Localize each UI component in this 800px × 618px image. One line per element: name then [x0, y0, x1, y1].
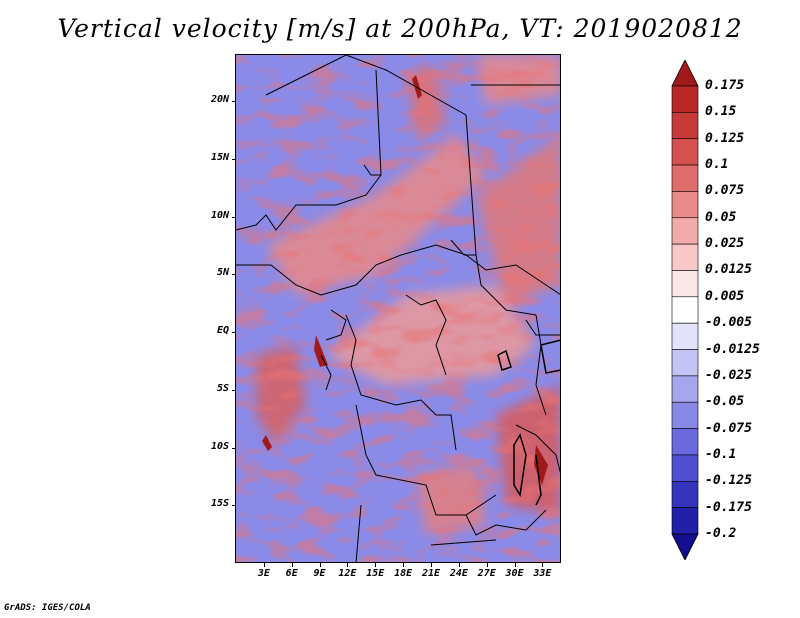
colorbar-box — [671, 507, 699, 535]
colorbar-level-label: 0.175 — [705, 78, 745, 93]
colorbar-level-label: -0.025 — [705, 367, 752, 383]
x-tick-mark — [403, 563, 405, 567]
y-tick-mark — [232, 216, 236, 218]
map-plot-area — [236, 55, 561, 563]
colorbar-box — [671, 349, 699, 377]
colorbar-level-label: -0.125 — [705, 473, 752, 489]
colorbar-box — [671, 296, 699, 324]
colorbar-level-label: -0.005 — [705, 315, 752, 331]
y-tick-label: 5S — [216, 382, 229, 394]
y-tick-label: 10S — [210, 440, 229, 452]
x-tick-mark — [431, 563, 432, 567]
colorbar-box — [671, 138, 699, 166]
colorbar-level-label: -0.2 — [705, 526, 737, 541]
x-tick-label: 30E — [505, 568, 524, 579]
y-tick-label: 10N — [210, 209, 229, 221]
y-tick-mark — [232, 101, 236, 103]
colorbar-box — [671, 322, 699, 350]
colorbar-box — [671, 164, 699, 192]
y-tick-mark — [232, 274, 236, 276]
colorbar-level-label: -0.175 — [705, 499, 752, 515]
x-tick-label: 33E — [533, 568, 552, 579]
x-tick-label: 3E — [257, 568, 270, 579]
x-tick-label: 27E — [477, 568, 496, 579]
y-tick-mark — [232, 505, 236, 507]
colorbar-level-label: 0.0125 — [705, 262, 752, 278]
y-tick-mark — [232, 158, 236, 160]
colorbar-level-label: 0.075 — [705, 183, 745, 199]
colorbar-level-label: -0.0125 — [705, 341, 760, 357]
y-tick-label: EQ — [216, 325, 229, 337]
y-tick-mark — [232, 447, 236, 449]
colorbar-box — [671, 217, 699, 245]
y-tick-label: 5N — [216, 267, 229, 279]
x-tick-mark — [458, 563, 460, 567]
colorbar-box — [671, 428, 699, 456]
colorbar-level-label: -0.05 — [705, 394, 745, 410]
y-tick-label: 20N — [210, 94, 229, 106]
colorbar-level-label: 0.05 — [705, 209, 737, 225]
boundaries — [236, 55, 561, 563]
chart-title: Vertical velocity [m/s] at 200hPa, VT: 2… — [57, 14, 743, 43]
colorbar-bottom-arrow — [671, 533, 699, 560]
x-tick-mark — [291, 563, 293, 567]
colorbar-level-label: 0.125 — [705, 130, 745, 146]
colorbar-level-label: 0.15 — [705, 104, 737, 120]
x-tick-mark — [347, 563, 349, 567]
x-tick-label: 24E — [449, 568, 468, 579]
y-tick-label: 15S — [210, 498, 229, 510]
x-tick-label: 15E — [366, 568, 385, 579]
x-tick-label: 21E — [421, 568, 441, 579]
x-tick-label: 12E — [338, 568, 357, 579]
x-tick-mark — [319, 563, 321, 567]
colorbar — [671, 60, 699, 560]
colorbar-level-label: -0.075 — [705, 420, 752, 436]
colorbar-level-label: -0.1 — [705, 446, 737, 462]
colorbar-top-arrow — [671, 60, 699, 87]
colorbar-level-label: 0.025 — [705, 236, 745, 252]
x-tick-mark — [263, 563, 265, 567]
x-tick-mark — [542, 563, 544, 567]
colorbar-box — [671, 401, 699, 429]
colorbar-box — [671, 270, 699, 298]
velocity-field — [236, 55, 561, 563]
x-tick-mark — [514, 563, 516, 567]
colorbar-level-label: 0.005 — [705, 288, 745, 304]
colorbar-box — [671, 375, 699, 403]
colorbar-box — [671, 191, 699, 219]
y-tick-label: 15N — [210, 151, 229, 163]
colorbar-box — [671, 112, 699, 140]
x-tick-mark — [375, 563, 377, 567]
colorbar-box — [671, 454, 699, 482]
x-tick-mark — [486, 563, 488, 567]
x-tick-label: 18E — [394, 568, 413, 579]
x-tick-label: 6E — [285, 568, 298, 579]
colorbar-box — [671, 480, 699, 508]
colorbar-box — [671, 243, 699, 271]
grads-credit: GrADS: IGES/COLA — [4, 603, 91, 613]
lakes — [497, 339, 561, 506]
x-tick-label: 9E — [313, 568, 326, 579]
colorbar-level-label: 0.1 — [705, 157, 729, 173]
y-tick-mark — [232, 332, 236, 334]
colorbar-box — [671, 85, 699, 113]
field-noise-red — [236, 55, 561, 563]
y-tick-mark — [232, 389, 236, 391]
